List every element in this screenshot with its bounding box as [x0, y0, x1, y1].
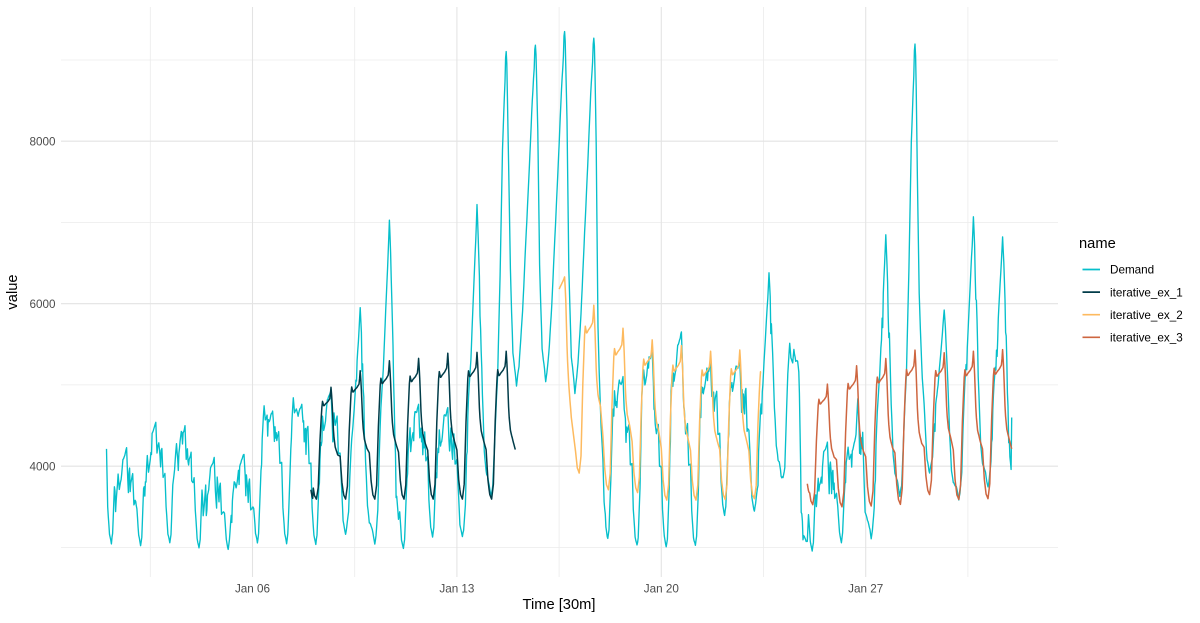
svg-text:8000: 8000 — [29, 135, 56, 148]
svg-text:Jan 27: Jan 27 — [848, 583, 883, 596]
svg-text:Time [30m]: Time [30m] — [523, 597, 596, 613]
svg-text:Jan 06: Jan 06 — [235, 583, 270, 596]
svg-text:iterative_ex_1: iterative_ex_1 — [1110, 286, 1183, 299]
svg-text:iterative_ex_3: iterative_ex_3 — [1110, 332, 1183, 345]
svg-text:Jan 20: Jan 20 — [644, 583, 680, 596]
svg-text:name: name — [1079, 236, 1116, 252]
svg-text:Demand: Demand — [1110, 264, 1154, 277]
svg-text:Jan 13: Jan 13 — [439, 583, 474, 596]
svg-text:value: value — [5, 274, 21, 309]
svg-text:4000: 4000 — [29, 460, 56, 473]
svg-text:iterative_ex_2: iterative_ex_2 — [1110, 309, 1183, 322]
svg-text:6000: 6000 — [29, 298, 56, 311]
